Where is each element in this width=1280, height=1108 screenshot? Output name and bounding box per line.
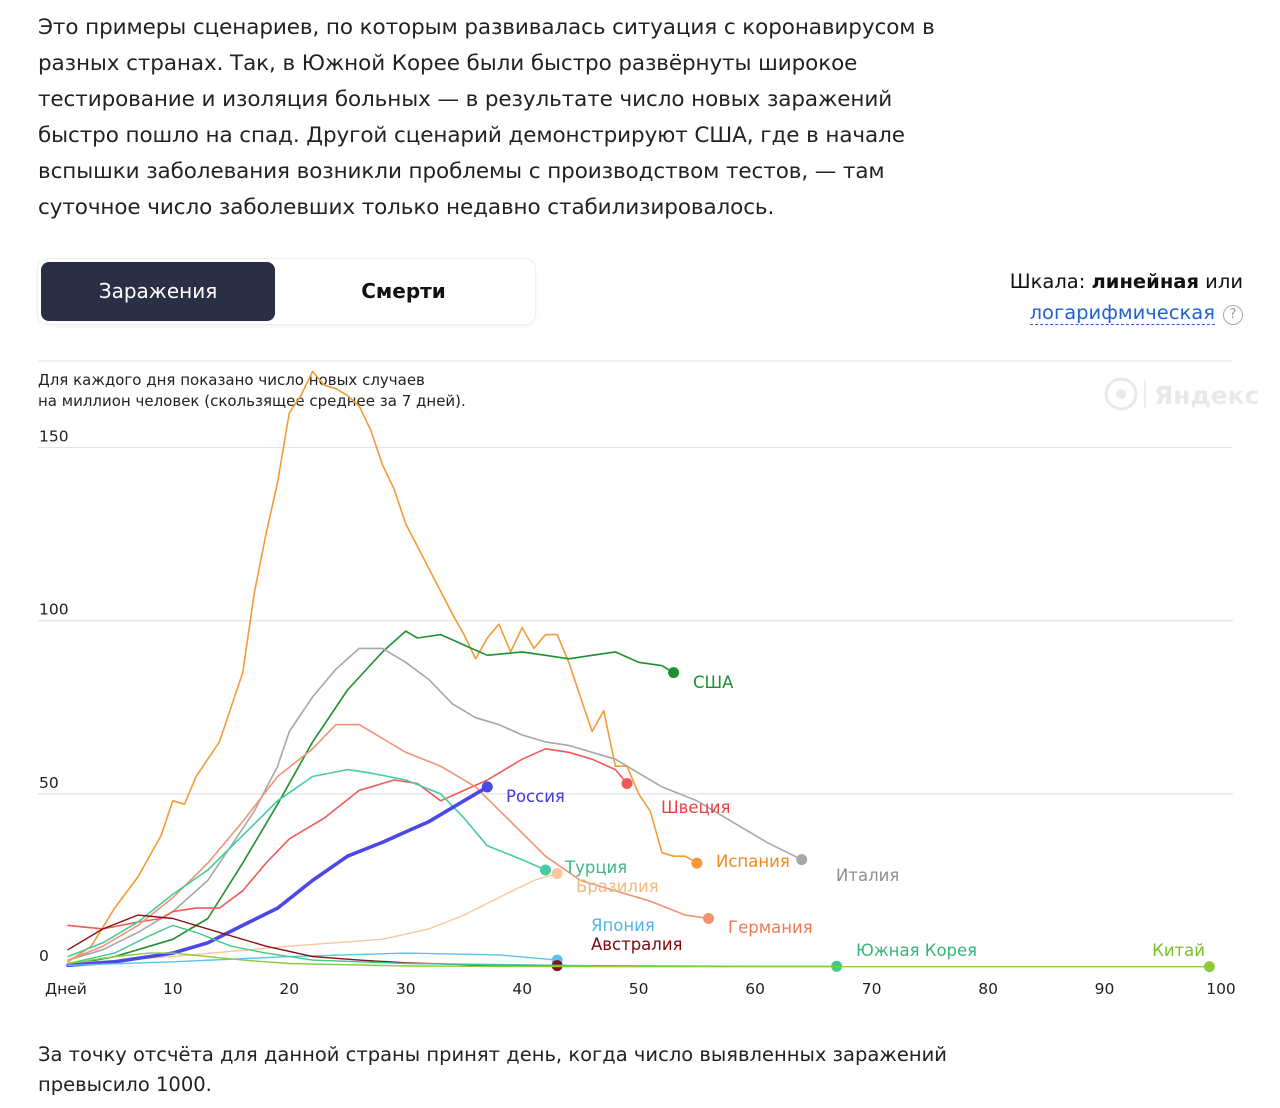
x-tick-label: 60 [745, 980, 765, 998]
scale-log-link[interactable]: логарифмическая [1029, 301, 1215, 325]
cases-chart: Для каждого дня показано число новых слу… [38, 360, 1259, 998]
endpoint-series-2 [796, 854, 808, 866]
series-label: Бразилия [576, 877, 659, 896]
grid-layer: 0 50 100 150 Дней 10 20 30 40 50 60 70 80 90 100 [38, 428, 1236, 998]
endpoint-series-7 [481, 781, 493, 793]
x-tick-label: 40 [512, 980, 532, 998]
x-tick-label: 50 [629, 980, 649, 998]
scale-current: линейная [1091, 270, 1199, 293]
y-tick-label: 150 [39, 428, 69, 446]
line-series-11 [67, 952, 1211, 968]
line-series-3 [67, 747, 628, 930]
x-tick-label: 30 [396, 980, 416, 998]
endpoint-series-0 [691, 857, 703, 869]
series-label: Россия [506, 787, 565, 806]
x-tick-label: 10 [163, 980, 183, 998]
tab-deaths[interactable]: Смерти [361, 279, 446, 303]
endpoint-series-4 [703, 913, 715, 925]
endpoint-series-1 [668, 667, 680, 679]
chart-description-line2: на миллион человек (скользящее среднее з… [38, 392, 466, 410]
line-series-1 [67, 630, 675, 967]
series-label: Южная Корея [856, 941, 977, 960]
y-tick-label: 100 [39, 601, 69, 619]
series-label: Швеция [661, 798, 730, 817]
chart-description-line1: Для каждого дня показано число новых слу… [38, 371, 425, 389]
yandex-logo: Яндекс [1104, 377, 1259, 411]
yandex-logo-dot [1116, 389, 1126, 399]
line-series-0 [67, 370, 698, 963]
yandex-watermark: Яндекс [1154, 381, 1259, 410]
yandex-logo-mark [1104, 377, 1138, 411]
line-series-2 [67, 647, 803, 961]
label-layer: Испания США Италия Швеция Германия ТурцияБраз… [506, 673, 1205, 960]
x-tick-label: 70 [862, 980, 882, 998]
series-label: Турция [564, 858, 627, 877]
scale-switcher: Шкала: линейная или логарифмическая? [1010, 266, 1243, 328]
x-axis-label: Дней [45, 980, 87, 998]
line-series-7 [66, 785, 490, 968]
series-label: США [693, 673, 734, 692]
series-label: Италия [836, 866, 899, 885]
help-icon[interactable]: ? [1223, 305, 1243, 325]
tab-infections[interactable]: Заражения [41, 262, 275, 321]
line-series-6 [67, 872, 558, 965]
line-series-10 [67, 924, 838, 967]
footnote: За точку отсчёта для данной страны приня… [38, 1043, 947, 1096]
endpoint-series-6 [551, 868, 563, 880]
series-label: Япония [591, 916, 655, 935]
series-layer [66, 370, 1215, 973]
y-tick-label: 0 [39, 947, 49, 965]
x-tick-label: 90 [1095, 980, 1115, 998]
series-label: Австралия [591, 935, 682, 954]
scale-or: или [1198, 270, 1243, 293]
endpoint-series-5 [540, 864, 552, 876]
y-tick-label: 50 [39, 774, 59, 792]
scale-prefix: Шкала: [1009, 270, 1092, 293]
series-label: Китай [1152, 941, 1205, 960]
series-label: Германия [728, 918, 813, 937]
series-label: Испания [716, 852, 790, 871]
metric-tabs: Заражения Смерти [38, 259, 535, 324]
line-series-5 [67, 768, 547, 958]
endpoint-series-11 [1203, 961, 1215, 973]
x-tick-label: 20 [279, 980, 299, 998]
intro-paragraph: Это примеры сценариев, по которым развив… [38, 15, 935, 220]
endpoint-series-3 [621, 777, 633, 789]
line-series-8 [67, 952, 558, 966]
x-tick-label: 100 [1206, 980, 1236, 998]
x-tick-label: 80 [978, 980, 998, 998]
